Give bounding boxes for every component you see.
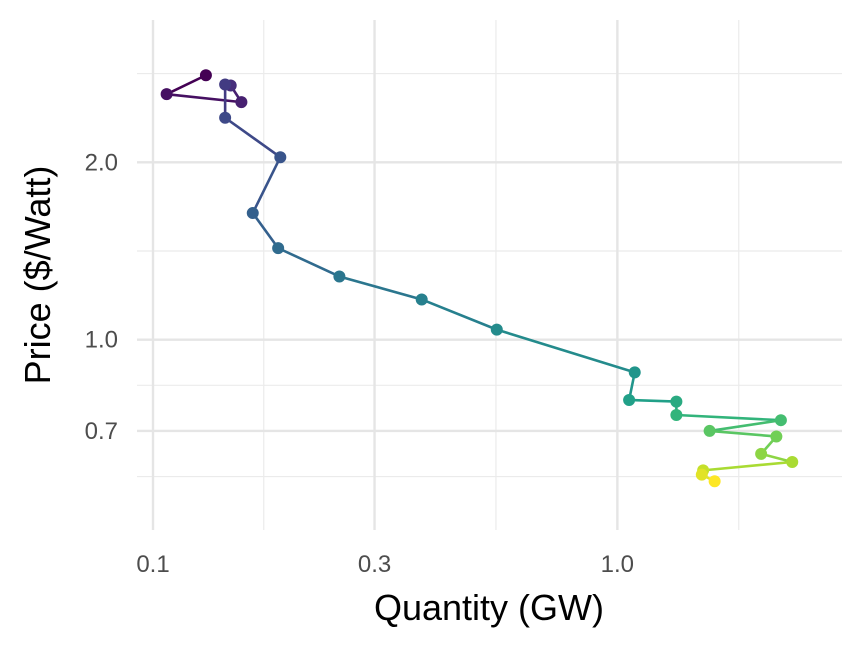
series-line-segment: [675, 413, 783, 422]
data-point: [695, 468, 708, 481]
data-point: [160, 88, 173, 101]
y-axis-title: Price ($/Watt): [17, 166, 58, 385]
price-quantity-series: [160, 69, 799, 488]
data-point: [272, 242, 285, 255]
series-line-segment: [708, 418, 783, 433]
data-point: [786, 455, 799, 468]
data-point: [774, 414, 787, 427]
data-point: [770, 430, 783, 443]
series-line-segment: [251, 211, 280, 250]
data-point: [235, 96, 248, 109]
series-line-segment: [338, 275, 423, 301]
series-line-segment: [708, 429, 778, 438]
data-point: [490, 323, 503, 336]
x-tick-label: 0.1: [136, 551, 169, 578]
data-point: [219, 111, 232, 124]
data-point: [333, 270, 346, 283]
data-point: [703, 424, 716, 437]
x-tick-label: 1.0: [601, 551, 634, 578]
series-line-segment: [420, 298, 499, 331]
grid-major: [137, 20, 842, 530]
data-point: [219, 78, 232, 91]
series-line-segment: [251, 155, 282, 215]
series-line-segment: [223, 116, 282, 159]
x-axis-title: Quantity (GW): [374, 587, 604, 628]
data-point: [274, 151, 287, 164]
data-point: [708, 475, 721, 488]
y-tick-label: 1.0: [85, 327, 118, 354]
series-line-segment: [627, 398, 678, 403]
data-point: [670, 395, 683, 408]
x-tick-label: 0.3: [358, 551, 391, 578]
data-point: [755, 447, 768, 460]
data-point: [623, 393, 636, 406]
series-line-segment: [165, 73, 208, 96]
data-point: [246, 207, 259, 220]
series-line-segment: [165, 92, 243, 104]
series-line-segment: [701, 460, 794, 472]
y-tick-label: 0.7: [85, 418, 118, 445]
series-line-segment: [495, 328, 637, 374]
y-axis-ticks: 0.7 1.0 2.0: [85, 149, 118, 445]
data-point: [199, 69, 212, 82]
y-tick-label: 2.0: [85, 149, 118, 176]
x-axis-ticks: 0.1 0.3 1.0: [136, 551, 634, 578]
series-line-segment: [276, 246, 341, 278]
grid-minor: [137, 20, 842, 530]
data-point: [670, 408, 683, 421]
data-point: [415, 293, 428, 306]
data-point: [628, 366, 641, 379]
